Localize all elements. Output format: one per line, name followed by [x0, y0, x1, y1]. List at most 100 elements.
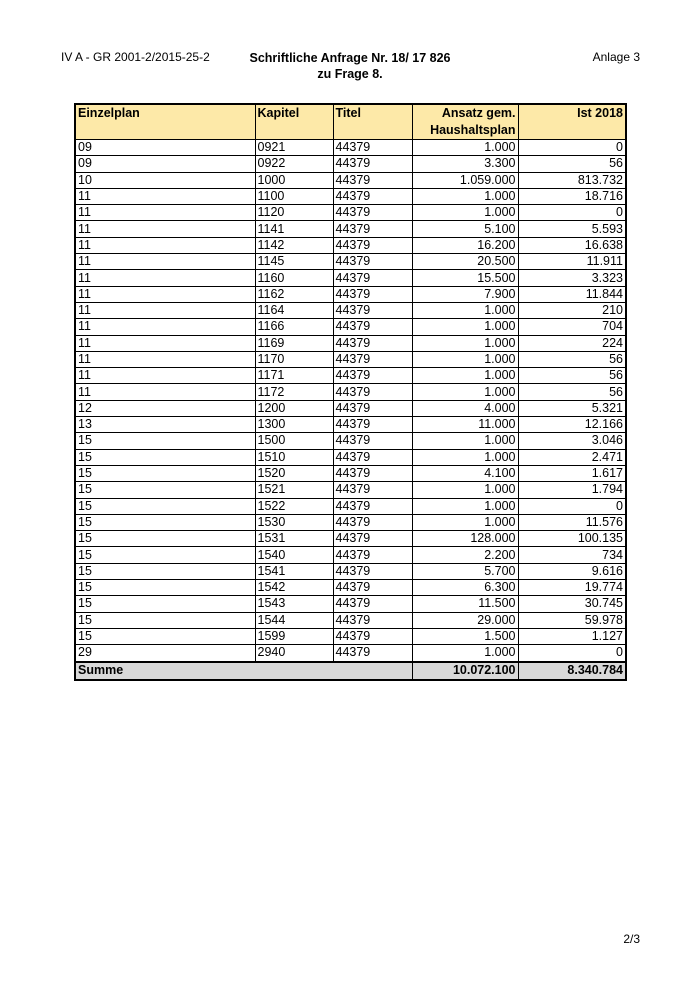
- total-ansatz: 10.072.100: [411, 660, 519, 680]
- cell-titel: 44379: [332, 497, 413, 515]
- cell-ist: 11.844: [517, 285, 627, 303]
- cell-ansatz: 20.500: [411, 253, 519, 271]
- cell-titel: 44379: [332, 432, 413, 450]
- cell-titel: 44379: [332, 530, 413, 548]
- total-row: Summe 10.072.100 8.340.784: [74, 660, 627, 680]
- cell-kapitel: 1164: [254, 301, 334, 320]
- cell-einzelplan: 11: [74, 236, 256, 255]
- cell-kapitel: 1500: [254, 432, 334, 450]
- cell-kapitel: 1142: [254, 236, 334, 255]
- table-row: 11 1171 44379 1.000 56: [74, 367, 627, 385]
- cell-titel: 44379: [332, 269, 413, 287]
- cell-ist: 3.323: [517, 269, 627, 287]
- cell-ist: 12.166: [517, 416, 627, 434]
- cell-einzelplan: 15: [74, 448, 256, 466]
- cell-titel: 44379: [332, 285, 413, 303]
- cell-titel: 44379: [332, 253, 413, 271]
- cell-ist: 100.135: [517, 530, 627, 548]
- cell-ansatz: 1.000: [411, 448, 519, 466]
- cell-kapitel: 1120: [254, 204, 334, 222]
- cell-titel: 44379: [332, 138, 413, 157]
- cell-ist: 224: [517, 334, 627, 352]
- cell-ist: 30.745: [517, 595, 627, 613]
- cell-titel: 44379: [332, 546, 413, 564]
- cell-ist: 56: [517, 367, 627, 385]
- cell-einzelplan: 15: [74, 595, 256, 613]
- cell-kapitel: 1172: [254, 383, 334, 401]
- table-row: 11 1164 44379 1.000 210: [74, 301, 627, 320]
- table-row: 15 1540 44379 2.200 734: [74, 546, 627, 564]
- table-row: 15 1541 44379 5.700 9.616: [74, 562, 627, 581]
- cell-kapitel: 0922: [254, 155, 334, 173]
- column-header-einzelplan: Einzelplan: [74, 103, 256, 140]
- cell-ansatz: 128.000: [411, 530, 519, 548]
- cell-ist: 3.046: [517, 432, 627, 450]
- cell-ansatz: 11.500: [411, 595, 519, 613]
- cell-einzelplan: 15: [74, 481, 256, 499]
- cell-ansatz: 1.000: [411, 350, 519, 369]
- cell-titel: 44379: [332, 383, 413, 401]
- cell-ansatz: 1.500: [411, 627, 519, 646]
- table-row: 11 1100 44379 1.000 18.716: [74, 187, 627, 206]
- table-row: 09 0922 44379 3.300 56: [74, 155, 627, 173]
- cell-einzelplan: 11: [74, 350, 256, 369]
- cell-ist: 19.774: [517, 579, 627, 597]
- cell-titel: 44379: [332, 187, 413, 206]
- cell-titel: 44379: [332, 399, 413, 418]
- cell-einzelplan: 11: [74, 187, 256, 206]
- table-row: 12 1200 44379 4.000 5.321: [74, 399, 627, 418]
- table-row: 11 1162 44379 7.900 11.844: [74, 285, 627, 303]
- column-header-ist-2018: Ist 2018: [517, 103, 627, 140]
- cell-kapitel: 1521: [254, 481, 334, 499]
- cell-ist: 56: [517, 383, 627, 401]
- table-row: 15 1544 44379 29.000 59.978: [74, 611, 627, 629]
- cell-ist: 1.794: [517, 481, 627, 499]
- cell-titel: 44379: [332, 644, 413, 662]
- cell-kapitel: 1100: [254, 187, 334, 206]
- cell-ansatz: 16.200: [411, 236, 519, 255]
- cell-kapitel: 1543: [254, 595, 334, 613]
- cell-ist: 1.127: [517, 627, 627, 646]
- cell-einzelplan: 11: [74, 220, 256, 238]
- cell-titel: 44379: [332, 171, 413, 189]
- column-header-kapitel: Kapitel: [254, 103, 334, 140]
- cell-titel: 44379: [332, 611, 413, 629]
- table-row: 15 1530 44379 1.000 11.576: [74, 513, 627, 532]
- cell-ist: 9.616: [517, 562, 627, 581]
- cell-ansatz: 6.300: [411, 579, 519, 597]
- table-row: 09 0921 44379 1.000 0: [74, 138, 627, 157]
- cell-titel: 44379: [332, 236, 413, 255]
- table-row: 15 1520 44379 4.100 1.617: [74, 464, 627, 483]
- cell-titel: 44379: [332, 448, 413, 466]
- cell-kapitel: 1531: [254, 530, 334, 548]
- cell-ansatz: 5.700: [411, 562, 519, 581]
- cell-kapitel: 1300: [254, 416, 334, 434]
- cell-ansatz: 1.000: [411, 497, 519, 515]
- table-row: 15 1510 44379 1.000 2.471: [74, 448, 627, 466]
- cell-ansatz: 1.000: [411, 432, 519, 450]
- table-row: 11 1120 44379 1.000 0: [74, 204, 627, 222]
- cell-kapitel: 1541: [254, 562, 334, 581]
- cell-titel: 44379: [332, 155, 413, 173]
- cell-einzelplan: 11: [74, 334, 256, 352]
- cell-einzelplan: 11: [74, 367, 256, 385]
- attachment-label: Anlage 3: [592, 50, 640, 64]
- cell-ansatz: 1.059.000: [411, 171, 519, 189]
- cell-ist: 210: [517, 301, 627, 320]
- cell-einzelplan: 11: [74, 301, 256, 320]
- cell-ansatz: 4.000: [411, 399, 519, 418]
- cell-titel: 44379: [332, 579, 413, 597]
- title-line-2: zu Frage 8.: [317, 67, 383, 81]
- title-line-1: Schriftliche Anfrage Nr. 18/ 17 826: [249, 51, 451, 65]
- cell-kapitel: 1160: [254, 269, 334, 287]
- table-row: 15 1500 44379 1.000 3.046: [74, 432, 627, 450]
- cell-einzelplan: 15: [74, 513, 256, 532]
- cell-ansatz: 1.000: [411, 138, 519, 157]
- cell-titel: 44379: [332, 301, 413, 320]
- cell-titel: 44379: [332, 562, 413, 581]
- cell-ansatz: 29.000: [411, 611, 519, 629]
- cell-einzelplan: 15: [74, 530, 256, 548]
- cell-kapitel: 1170: [254, 350, 334, 369]
- cell-einzelplan: 10: [74, 171, 256, 189]
- table-row: 11 1141 44379 5.100 5.593: [74, 220, 627, 238]
